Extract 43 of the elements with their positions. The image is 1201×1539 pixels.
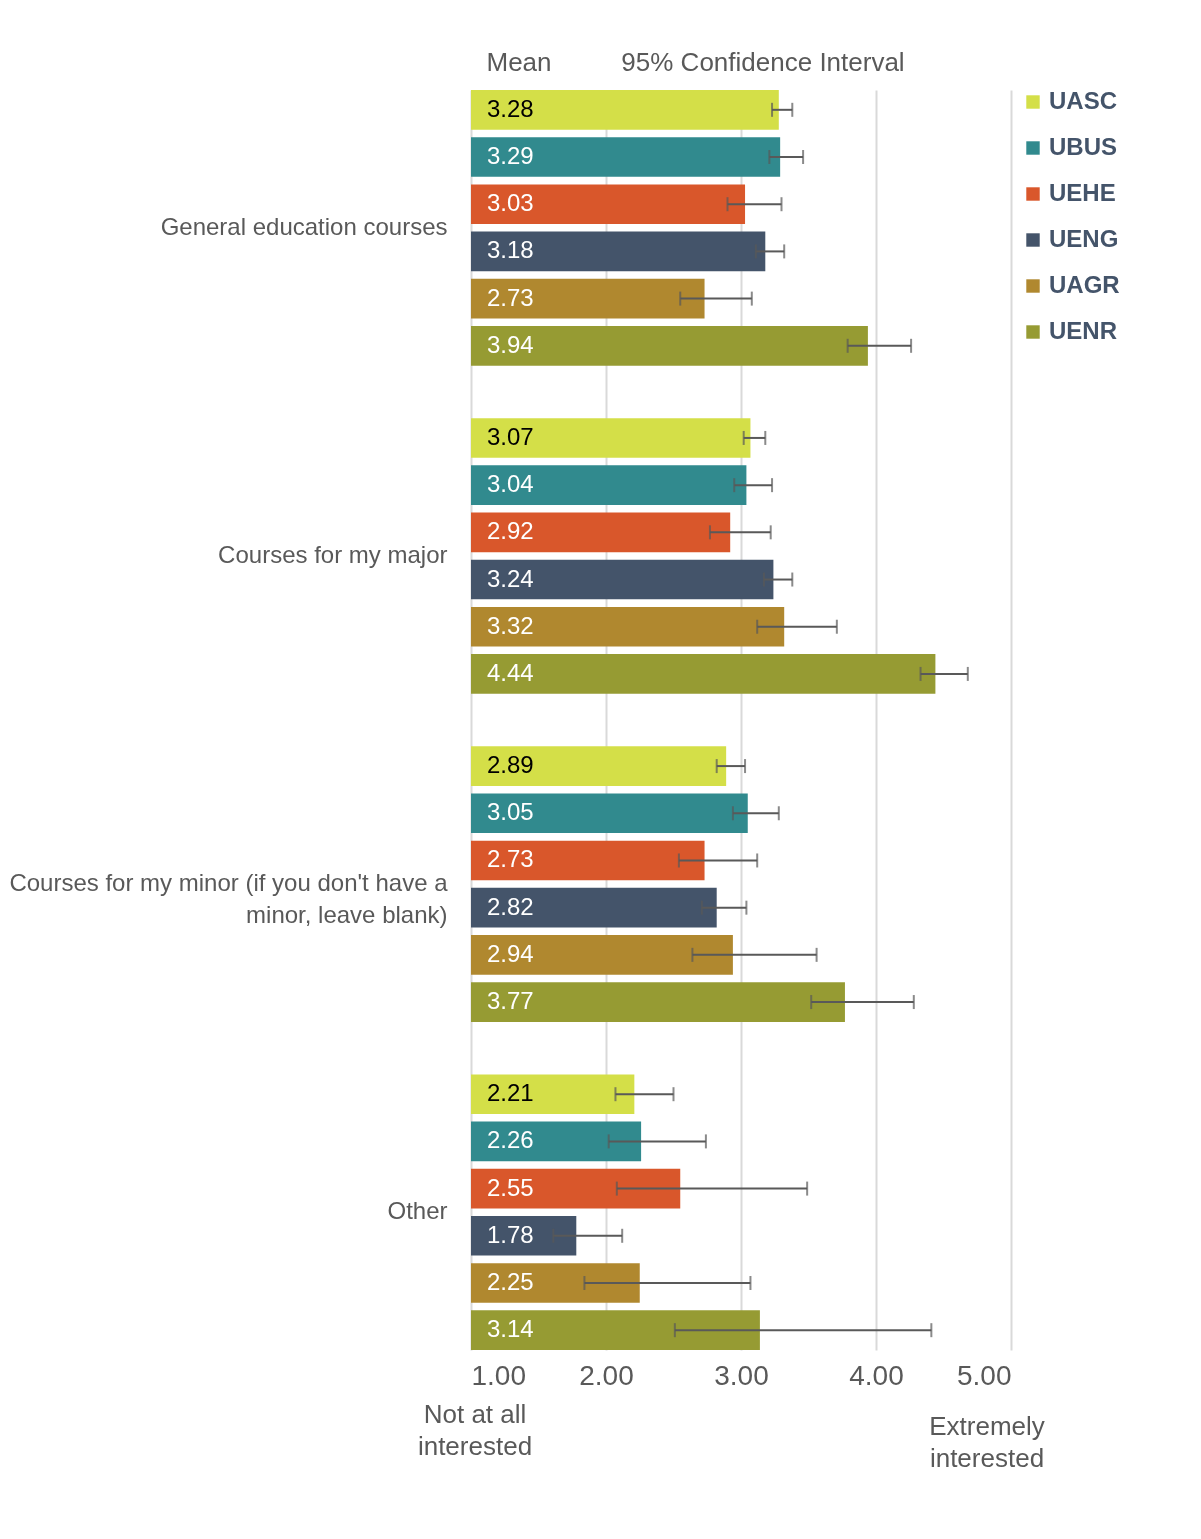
- y-tick-label: Courses for my major: [218, 540, 448, 568]
- y-tick-label: General education courses: [160, 212, 448, 240]
- data-label: 2.26: [487, 1126, 534, 1154]
- x-tick-label: 3.00: [714, 1359, 769, 1391]
- data-label: 3.18: [487, 236, 534, 264]
- text: Mean: [486, 47, 552, 77]
- data-label: 3.14: [487, 1315, 534, 1343]
- data-label: 2.73: [487, 283, 534, 311]
- data-label: 3.29: [487, 142, 534, 170]
- text: Extremely interested: [929, 1411, 1045, 1473]
- data-label: 3.04: [487, 470, 534, 498]
- x-tick-label: 4.00: [849, 1359, 904, 1391]
- text: 95% Confidence Interval: [621, 47, 905, 77]
- data-label: 3.07: [487, 422, 534, 450]
- legend-label: UENR: [1049, 317, 1118, 344]
- data-label: 2.92: [487, 517, 534, 545]
- data-label: 2.55: [487, 1173, 534, 1201]
- data-label: 3.03: [487, 189, 534, 217]
- y-tick-label: Other: [387, 1197, 448, 1225]
- y-tick-label: Courses for my minor (if you don't have a minor, leave blank): [9, 869, 449, 929]
- data-label: 2.21: [487, 1079, 534, 1107]
- text: Not at all interested: [417, 1399, 533, 1461]
- data-label: 2.94: [487, 939, 534, 967]
- legend-label: UEHE: [1049, 179, 1116, 206]
- data-label: 3.94: [487, 330, 534, 358]
- data-label: 2.25: [487, 1267, 534, 1295]
- legend-label: UBUS: [1049, 133, 1118, 160]
- x-tick-label: 1.00: [471, 1359, 526, 1391]
- data-label: 2.82: [487, 892, 534, 920]
- data-label: 3.32: [487, 611, 534, 639]
- data-label: 1.78: [487, 1220, 534, 1248]
- data-label: 3.28: [487, 94, 534, 122]
- legend-label: UAGR: [1049, 271, 1120, 298]
- x-tick-label: 2.00: [579, 1359, 634, 1391]
- data-label: 3.05: [487, 798, 534, 826]
- x-tick-label: 5.00: [957, 1359, 1012, 1391]
- legend-label: UASC: [1049, 87, 1118, 114]
- data-label: 3.77: [487, 987, 534, 1015]
- data-label: 3.24: [487, 564, 534, 592]
- data-label: 4.44: [487, 658, 534, 686]
- legend-label: UENG: [1049, 225, 1119, 252]
- data-label: 2.89: [487, 751, 534, 779]
- data-label: 2.73: [487, 845, 534, 873]
